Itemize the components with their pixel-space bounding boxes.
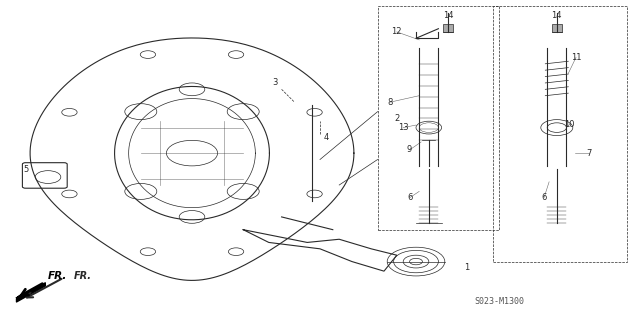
Text: 8: 8: [388, 98, 393, 107]
Text: 11: 11: [571, 53, 581, 62]
Polygon shape: [16, 293, 24, 298]
Text: 12: 12: [392, 27, 402, 36]
Text: 4: 4: [324, 133, 329, 142]
Text: 3: 3: [273, 78, 278, 87]
Text: S023-M1300: S023-M1300: [474, 297, 524, 306]
Bar: [552, 24, 562, 32]
Text: FR.: FR.: [74, 271, 92, 281]
Text: 14: 14: [552, 11, 562, 20]
Text: 14: 14: [443, 11, 453, 20]
Text: 5: 5: [23, 165, 28, 174]
Text: 6: 6: [541, 193, 547, 202]
Text: 9: 9: [407, 145, 412, 154]
Text: 7: 7: [586, 149, 591, 158]
Text: 6: 6: [407, 193, 412, 202]
Text: 2: 2: [394, 114, 399, 122]
Bar: [378, 6, 499, 230]
Text: 10: 10: [564, 120, 575, 129]
Text: 13: 13: [398, 123, 408, 132]
Bar: [493, 6, 627, 262]
Text: 1: 1: [465, 263, 470, 272]
Text: FR.: FR.: [48, 271, 67, 281]
Bar: [443, 24, 453, 32]
